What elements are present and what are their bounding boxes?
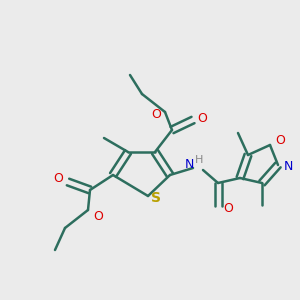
Text: N: N (283, 160, 293, 173)
Text: O: O (275, 134, 285, 148)
Text: S: S (151, 191, 161, 205)
Text: N: N (184, 158, 194, 170)
Text: O: O (223, 202, 233, 214)
Text: O: O (93, 209, 103, 223)
Text: O: O (53, 172, 63, 184)
Text: O: O (197, 112, 207, 124)
Text: H: H (195, 155, 203, 165)
Text: O: O (151, 107, 161, 121)
